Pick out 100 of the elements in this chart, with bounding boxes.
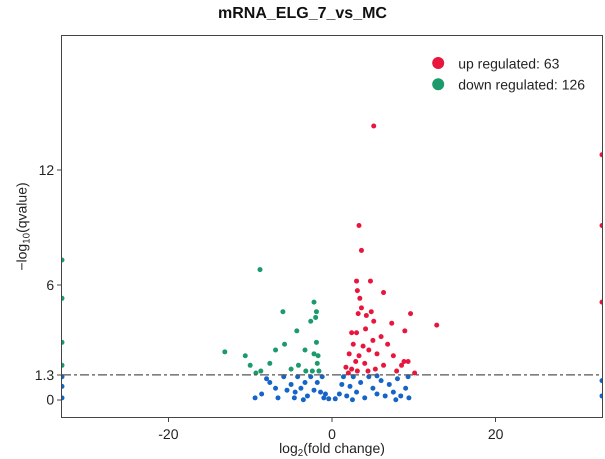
point [258, 368, 264, 374]
point [403, 386, 408, 391]
point [399, 362, 404, 368]
point [381, 290, 386, 296]
point [368, 309, 374, 314]
point [294, 328, 300, 334]
point [393, 397, 398, 402]
y-tick-label: 0 [46, 392, 54, 408]
point [303, 368, 308, 374]
point [280, 309, 286, 314]
point [242, 353, 248, 358]
point [343, 364, 348, 370]
point [314, 340, 319, 345]
point [354, 390, 360, 395]
point [398, 393, 404, 398]
point [296, 362, 301, 368]
point [316, 368, 322, 374]
point [300, 397, 306, 402]
point [358, 305, 364, 310]
point [259, 392, 264, 397]
point [370, 338, 376, 343]
point [366, 368, 370, 374]
point [394, 376, 400, 382]
point [358, 380, 364, 386]
point [406, 395, 412, 400]
point [394, 368, 400, 374]
point [292, 395, 297, 400]
point [312, 388, 316, 393]
point [356, 311, 361, 316]
point [313, 314, 318, 320]
point [357, 296, 362, 301]
point [248, 362, 253, 368]
point [282, 342, 288, 347]
point [344, 393, 350, 398]
point [222, 349, 228, 354]
x-tick-label: 0 [328, 426, 336, 442]
point [252, 395, 258, 400]
point [372, 366, 378, 372]
point [273, 347, 278, 352]
point [358, 248, 364, 253]
point [322, 392, 328, 397]
point [371, 318, 376, 324]
point [389, 320, 394, 326]
point [382, 393, 388, 398]
point [354, 288, 360, 294]
point [374, 351, 380, 356]
point [304, 393, 310, 398]
point [314, 309, 319, 314]
point [378, 378, 384, 384]
y-tick-label: 6 [46, 276, 54, 293]
x-tick-label: 20 [488, 426, 504, 442]
point [332, 396, 338, 402]
point [406, 358, 411, 364]
point [302, 347, 308, 352]
point [362, 360, 368, 366]
point [326, 396, 332, 402]
point [381, 362, 386, 368]
point [288, 366, 294, 372]
point [314, 380, 320, 386]
point [371, 123, 376, 128]
x-tick-label: -20 [158, 426, 179, 442]
y-tick-label: 12 [38, 162, 54, 178]
point [378, 334, 384, 340]
point [356, 353, 362, 358]
point [408, 311, 414, 316]
point [258, 267, 262, 272]
point [348, 384, 352, 389]
legend-label: down regulated: 126 [458, 76, 586, 93]
point [273, 386, 278, 391]
point [346, 370, 351, 376]
point [321, 395, 326, 400]
point [354, 278, 360, 284]
point [385, 342, 390, 347]
point [267, 360, 272, 366]
chart-title: mRNA_ELG_7_vs_MC [218, 5, 388, 22]
point [308, 318, 314, 324]
x-axis-title: log$_{2}$(fold change) [279, 440, 385, 459]
point [390, 353, 396, 358]
point [354, 368, 360, 374]
point [292, 390, 298, 395]
point [312, 351, 316, 356]
point [402, 328, 408, 334]
point [374, 392, 380, 397]
point [284, 388, 290, 393]
point [276, 395, 280, 400]
point [350, 342, 356, 347]
point [336, 392, 342, 397]
point [349, 366, 354, 372]
point [412, 370, 418, 376]
point [340, 374, 346, 380]
point [314, 360, 320, 366]
y-tick-label: 1.3 [34, 366, 54, 383]
point [346, 351, 352, 356]
point [267, 380, 272, 386]
point [366, 347, 372, 352]
point [434, 322, 440, 328]
legend-label: up regulated: 63 [458, 55, 560, 72]
point [312, 300, 316, 305]
point [350, 397, 355, 402]
point [354, 330, 360, 336]
